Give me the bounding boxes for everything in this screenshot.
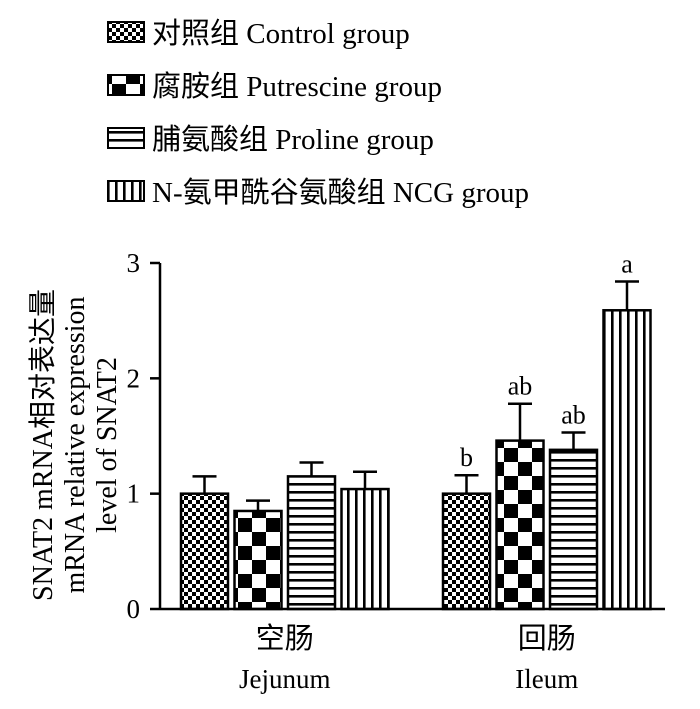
bar-group-item: [179, 475, 230, 611]
y-axis-label: SNAT2 mRNA相对表达量 mRNA relative expression…: [27, 289, 123, 601]
legend-label: N-氨甲酰谷氨酸组 NCG group: [152, 176, 529, 209]
significance-label: a: [621, 249, 633, 278]
legend-swatch: [107, 127, 145, 149]
significance-label: b: [460, 443, 473, 472]
x-axis: 空肠 Jejunum 回肠 Ileum: [160, 607, 665, 694]
bar-group-item: ab: [548, 401, 599, 611]
x-category-label-cn: 回肠: [518, 623, 576, 655]
legend-item: 对照组 Control group: [107, 17, 410, 50]
bar-group-item: ab: [495, 372, 545, 611]
y-tick-label: 3: [127, 248, 141, 278]
legend-swatch: [107, 21, 145, 43]
bar-group-item: a: [602, 249, 652, 611]
legend-label: 对照组 Control group: [152, 17, 410, 50]
x-category-label-en: Ileum: [515, 664, 578, 694]
y-tick-label: 1: [127, 479, 141, 509]
bar-group-item: b: [441, 443, 492, 611]
x-category-label-cn: 空肠: [256, 622, 314, 655]
y-tick-label: 2: [127, 363, 141, 393]
legend-item: 腐胺组 Putrescine group: [107, 70, 442, 103]
y-axis: 0 1 2 3: [127, 248, 162, 624]
bar: [495, 439, 545, 611]
legend-label: 脯氨酸组 Proline group: [152, 123, 434, 156]
bar: [340, 487, 390, 611]
legend-swatch: [107, 74, 145, 96]
bar: [441, 492, 492, 611]
legend-item: N-氨甲酰谷氨酸组 NCG group: [107, 176, 529, 209]
legend-item: 脯氨酸组 Proline group: [107, 123, 434, 156]
y-axis-label-line-3: level of SNAT2: [92, 357, 123, 533]
y-axis-label-line-2: mRNA relative expression: [60, 296, 91, 593]
bar: [602, 309, 652, 611]
bar: [179, 492, 230, 611]
y-axis-label-line-1: SNAT2 mRNA相对表达量: [27, 289, 59, 601]
bar-group-item: [286, 461, 337, 611]
significance-label: ab: [508, 372, 533, 401]
bar: [548, 448, 599, 611]
significance-label: ab: [561, 401, 586, 430]
legend-swatch: [107, 180, 145, 202]
bar: [286, 475, 337, 611]
bar: [233, 509, 283, 611]
legend-label: 腐胺组 Putrescine group: [152, 70, 442, 103]
legend: 对照组 Control group 腐胺组 Putrescine group 脯氨酸…: [107, 17, 529, 209]
bar-group-item: [233, 499, 283, 611]
x-category-label-en: Jejunum: [239, 664, 331, 694]
bar-group-item: [340, 470, 390, 611]
y-tick-label: 0: [127, 594, 141, 624]
